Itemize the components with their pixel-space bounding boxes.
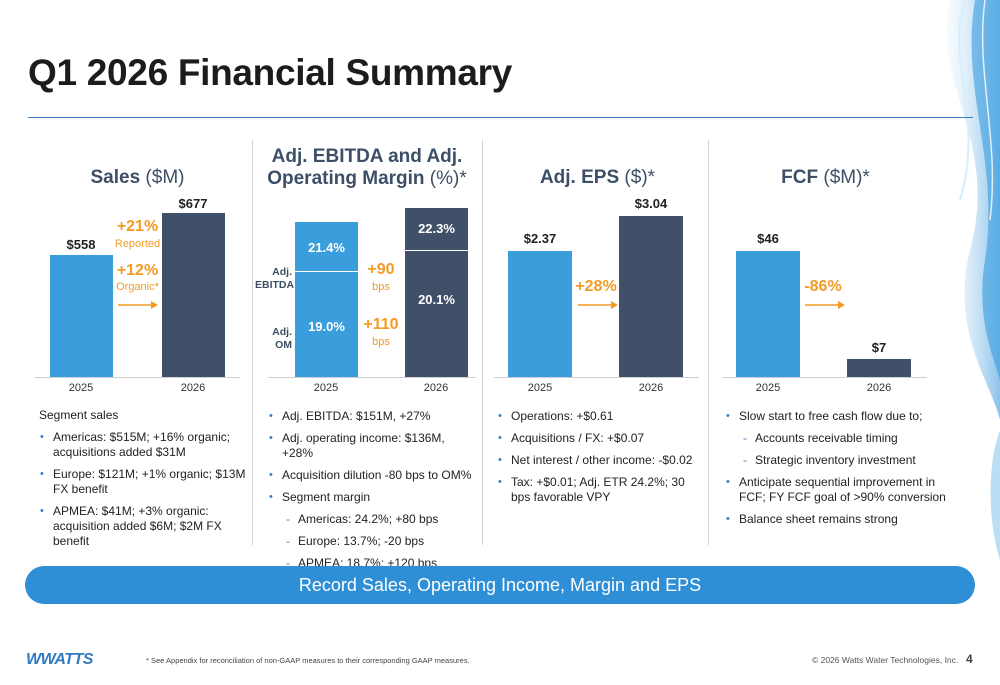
- list-item: Adj. operating income: $136M, +28%: [268, 431, 478, 461]
- list-item: Acquisition dilution -80 bps to OM%: [268, 468, 478, 483]
- om-row-label: Adj. OM: [272, 326, 292, 351]
- list-item: Acquisitions / FX: +$0.07: [497, 431, 705, 446]
- ebitda-year-2025: 2025: [313, 382, 339, 394]
- sales-bullets: Segment sales Americas: $515M; +16% orga…: [39, 408, 249, 556]
- ebitda-year-2026: 2026: [423, 382, 449, 394]
- sales-value-2025: $558: [66, 237, 96, 252]
- panel-divider: [252, 140, 253, 545]
- om-change: +110: [363, 316, 399, 333]
- fcf-change: -86%: [804, 278, 842, 295]
- ebitda-change: +90: [367, 261, 395, 278]
- list-item: Adj. EBITDA: $151M, +27%: [268, 409, 478, 424]
- list-item: Slow start to free cash flow due to;: [725, 409, 950, 424]
- page-title: Q1 2026 Financial Summary: [28, 52, 513, 93]
- list-item: Americas: 24.2%; +80 bps: [268, 512, 478, 527]
- fcf-arrow-icon: [805, 301, 845, 309]
- eps-value-2025: $2.37: [523, 231, 557, 246]
- decorative-swirl: [946, 0, 1000, 560]
- ebitda-bar-2026: [405, 208, 468, 377]
- om-value-2026: 20.1%: [418, 292, 455, 307]
- list-item: Anticipate sequential improvement in FCF…: [725, 475, 950, 505]
- list-item: Strategic inventory investment: [725, 453, 950, 468]
- fcf-value-2026: $7: [871, 340, 887, 355]
- fcf-axis: [722, 377, 927, 378]
- eps-title-unit: ($)*: [619, 167, 656, 188]
- panel-divider: [708, 140, 709, 545]
- sales-arrow-icon: [118, 301, 158, 309]
- fcf-bar-2026: [847, 359, 911, 377]
- ebitda-bar-2025-divider: [295, 271, 358, 272]
- eps-bullets: Operations: +$0.61 Acquisitions / FX: +$…: [497, 409, 705, 512]
- eps-bar-2025: [508, 251, 572, 377]
- list-item: Balance sheet remains strong: [725, 512, 950, 527]
- sales-year-2026: 2026: [180, 382, 206, 394]
- eps-arrow-icon: [578, 301, 618, 309]
- list-item: Europe: $121M; +1% organic; $13M FX bene…: [39, 467, 249, 497]
- ebitda-bullets: Adj. EBITDA: $151M, +27% Adj. operating …: [268, 409, 478, 578]
- title-rule: [28, 117, 973, 118]
- ebitda-row-label: Adj. EBITDA: [255, 266, 295, 291]
- sales-axis: [35, 377, 240, 378]
- ebitda-bar-2025: [295, 222, 358, 377]
- list-item: Accounts receivable timing: [725, 431, 950, 446]
- list-item: Segment margin: [268, 490, 478, 505]
- watts-logo: WWATTS: [26, 651, 93, 668]
- fcf-value-2025: $46: [757, 231, 779, 246]
- list-item: APMEA: $41M; +3% organic: acquisition ad…: [39, 504, 249, 549]
- sales-bullets-header: Segment sales: [39, 408, 119, 422]
- summary-banner: Record Sales, Operating Income, Margin a…: [25, 566, 975, 604]
- eps-year-2025: 2025: [527, 382, 553, 394]
- ebitda-title: Adj. EBITDA and Adj. Operating Margin (%…: [258, 146, 476, 190]
- ebitda-title-text: Adj. EBITDA and Adj. Operating Margin: [267, 146, 463, 189]
- fcf-bar-2025: [736, 251, 800, 377]
- sales-change-organic-label: Organic*: [116, 281, 159, 293]
- copyright: © 2026 Watts Water Technologies, Inc.: [812, 655, 959, 665]
- eps-title-text: Adj. EPS: [539, 167, 620, 188]
- list-item: Net interest / other income: -$0.02: [497, 453, 705, 468]
- om-change-label: bps: [372, 336, 390, 348]
- fcf-title-unit: ($M)*: [818, 167, 870, 188]
- sales-bar-2026: [162, 213, 225, 377]
- sales-change-reported: +21%: [116, 218, 159, 235]
- list-item: Operations: +$0.61: [497, 409, 705, 424]
- list-item: Americas: $515M; +16% organic; acquisiti…: [39, 430, 249, 460]
- ebitda-title-unit: (%)*: [424, 168, 467, 189]
- eps-axis: [494, 377, 699, 378]
- fcf-title: FCF ($M)*: [718, 167, 933, 189]
- list-item: Tax: +$0.01; Adj. ETR 24.2%; 30 bps favo…: [497, 475, 705, 505]
- panel-divider: [482, 140, 483, 545]
- sales-year-2025: 2025: [68, 382, 94, 394]
- fcf-bullets: Slow start to free cash flow due to; Acc…: [725, 409, 950, 534]
- sales-change-reported-label: Reported: [114, 238, 161, 250]
- ebitda-axis: [268, 377, 476, 378]
- page-number: 4: [966, 652, 973, 666]
- sales-change-organic: +12%: [116, 262, 159, 279]
- fcf-year-2025: 2025: [755, 382, 781, 394]
- eps-bar-2026: [619, 216, 683, 377]
- ebitda-value-2026: 22.3%: [418, 221, 455, 236]
- ebitda-value-2025: 21.4%: [308, 240, 345, 255]
- list-item: Europe: 13.7%; -20 bps: [268, 534, 478, 549]
- fcf-year-2026: 2026: [866, 382, 892, 394]
- sales-value-2026: $677: [178, 196, 208, 211]
- sales-title: Sales ($M): [30, 167, 245, 189]
- eps-change: +28%: [575, 278, 617, 295]
- eps-year-2026: 2026: [638, 382, 664, 394]
- footnote: * See Appendix for reconciliation of non…: [146, 656, 470, 665]
- eps-value-2026: $3.04: [634, 196, 668, 211]
- fcf-title-text: FCF: [781, 167, 819, 188]
- ebitda-change-label: bps: [372, 281, 390, 293]
- om-value-2025: 19.0%: [308, 319, 345, 334]
- sales-title-text: Sales: [90, 167, 141, 188]
- eps-title: Adj. EPS ($)*: [490, 167, 705, 189]
- sales-bar-2025: [50, 255, 113, 377]
- sales-title-unit: ($M): [140, 167, 185, 188]
- ebitda-bar-2026-divider: [405, 250, 468, 251]
